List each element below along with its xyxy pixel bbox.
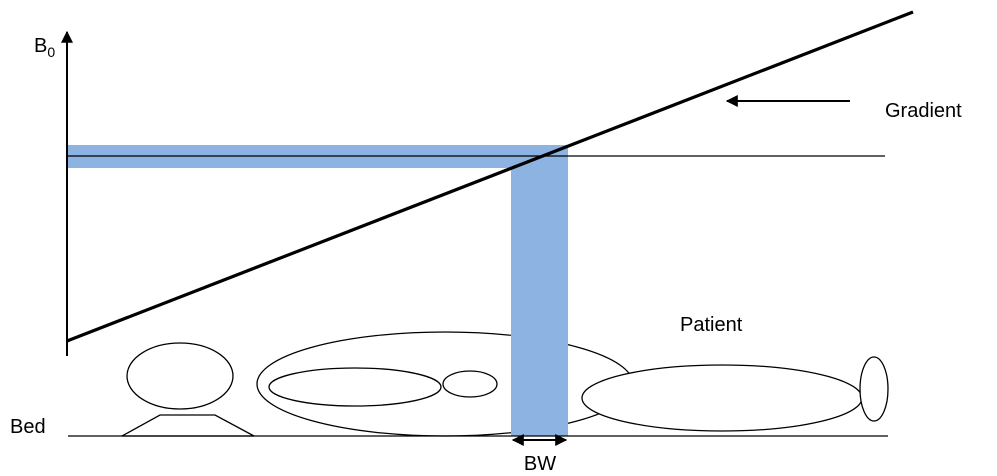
axis-label-subscript: 0 (47, 44, 55, 60)
feet (860, 357, 888, 421)
axis-label: B0 (34, 35, 55, 60)
inner-organ (269, 368, 441, 406)
neck (122, 415, 254, 436)
legs (582, 365, 862, 431)
slice-band (511, 145, 568, 436)
patient-figure (122, 332, 888, 436)
patient-label: Patient (680, 314, 743, 336)
page: {"axis": {"label": "B", "subscript": "0"… (0, 0, 997, 476)
small-organ (443, 371, 497, 397)
bandwidth-label: BW (524, 453, 556, 475)
axis-label-main: B (34, 35, 47, 57)
gradient-label: Gradient (885, 100, 962, 122)
gradient-line (67, 12, 913, 341)
bed-label: Bed (10, 416, 46, 438)
head (127, 343, 233, 409)
diagram: B0 Gradient Patient Bed BW (0, 0, 997, 476)
